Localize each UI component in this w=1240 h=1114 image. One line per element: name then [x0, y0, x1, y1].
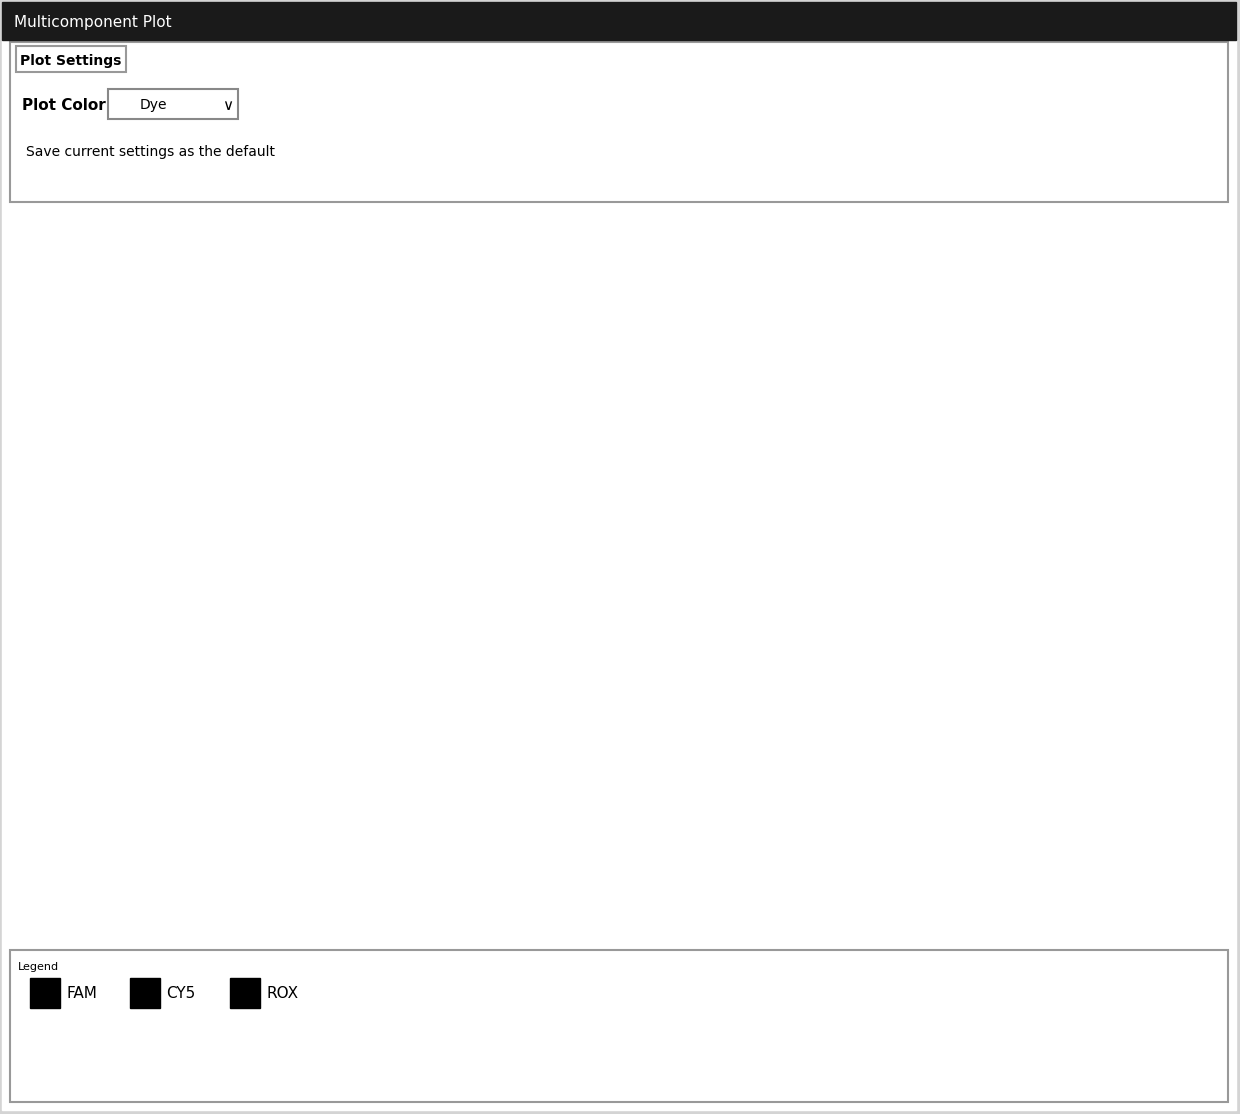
Text: 1-18: 1-18 — [1007, 758, 1069, 785]
Bar — [30, 978, 60, 1008]
Bar — [10, 42, 1228, 202]
Text: Dye: Dye — [140, 98, 167, 113]
Bar — [108, 89, 238, 119]
X-axis label: Cycle: Cycle — [637, 959, 676, 973]
Bar — [16, 46, 126, 72]
Text: FAM: FAM — [66, 987, 97, 1001]
Y-axis label: Fluorescence: Fluorescence — [16, 554, 30, 645]
Text: ∨: ∨ — [222, 98, 233, 113]
Text: 19: 19 — [790, 550, 825, 578]
Text: ROX: ROX — [267, 987, 298, 1001]
Title: Multicomponent Plot: Multicomponent Plot — [542, 240, 771, 258]
Text: Legend: Legend — [19, 962, 60, 973]
Text: Plot Settings: Plot Settings — [20, 53, 122, 68]
Text: Plot Color: Plot Color — [22, 98, 105, 113]
Bar — [2, 2, 1236, 40]
Bar — [229, 978, 260, 1008]
Bar — [130, 978, 160, 1008]
Text: CY5: CY5 — [166, 987, 195, 1001]
Text: Multicomponent Plot: Multicomponent Plot — [14, 16, 171, 30]
Bar — [10, 950, 1228, 1102]
Text: Save current settings as the default: Save current settings as the default — [26, 145, 275, 159]
